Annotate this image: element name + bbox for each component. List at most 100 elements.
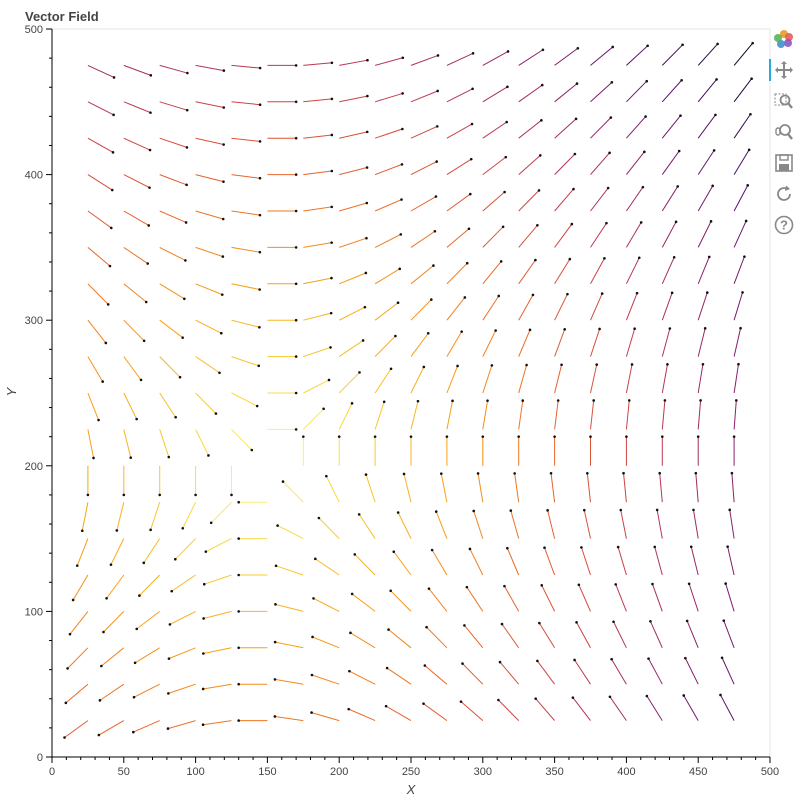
vector-arrow: [554, 153, 576, 175]
vector-arrowhead: [722, 619, 726, 622]
vector-arrowhead: [677, 149, 681, 153]
vector-arrow: [123, 392, 138, 420]
vector-arrow: [282, 481, 304, 503]
vector-arrowhead: [237, 682, 240, 686]
vector-arrow: [625, 328, 636, 357]
vector-arrowhead: [563, 328, 566, 331]
vector-arrowhead: [595, 363, 599, 366]
pan-icon[interactable]: [769, 59, 795, 81]
vector-arrowhead: [694, 471, 698, 475]
vector-arrow: [572, 697, 591, 721]
vector-arrowhead: [294, 318, 298, 322]
bokeh-logo-icon[interactable]: [773, 28, 795, 50]
vector-arrowhead: [92, 456, 95, 460]
vector-arrowhead: [435, 125, 439, 128]
box-zoom-icon[interactable]: [773, 90, 795, 112]
vector-arrow: [87, 210, 112, 229]
vector-arrowhead: [167, 657, 171, 660]
vector-arrow: [574, 659, 591, 685]
vector-arrow: [733, 149, 750, 175]
vector-arrowhead: [651, 582, 654, 586]
vector-arrowhead: [451, 399, 454, 403]
vector-arrow: [518, 364, 528, 394]
vector-arrowhead: [661, 435, 664, 438]
vector-arrowhead: [471, 52, 475, 55]
vector-arrowhead: [209, 521, 213, 525]
vector-arrow: [720, 694, 735, 721]
vector-arrowhead: [572, 187, 575, 191]
vector-arrowhead: [433, 229, 437, 233]
vector-arrowhead: [506, 85, 509, 89]
vector-arrowhead: [494, 329, 497, 332]
y-tick-label: 200: [25, 461, 43, 473]
vector-arrowhead: [525, 363, 528, 367]
vector-arrowhead: [747, 148, 751, 152]
vector-arrow: [554, 329, 566, 357]
vector-arrow: [446, 365, 459, 394]
reset-icon[interactable]: [773, 183, 795, 205]
vector-arrowhead: [366, 94, 369, 98]
help-icon[interactable]: ?: [773, 214, 795, 236]
vector-arrow: [195, 210, 224, 220]
vector-arrowhead: [735, 399, 738, 402]
vector-arrow: [578, 584, 591, 612]
vector-arrow: [661, 328, 671, 357]
vector-arrowhead: [302, 435, 305, 438]
vector-arrowhead: [361, 339, 365, 342]
vector-arrowhead: [560, 363, 563, 367]
vector-arrowhead: [64, 701, 68, 705]
vector-arrow: [159, 174, 187, 186]
vector-arrow: [446, 88, 473, 103]
y-axis: 0 100 200 300 400 500: [25, 24, 53, 764]
vector-arrowhead: [202, 582, 206, 586]
vector-arrowhead: [737, 362, 740, 366]
vector-arrow: [87, 101, 114, 116]
vector-arrowhead: [463, 296, 467, 299]
vector-arrowhead: [670, 291, 674, 295]
vector-arrow: [231, 64, 261, 69]
vector-arrow: [733, 78, 753, 103]
vector-arrow: [168, 683, 196, 694]
vector-arrowhead: [497, 698, 500, 702]
vector-arrowhead: [71, 598, 75, 602]
vector-arrowhead: [540, 83, 544, 87]
vector-arrowhead: [146, 262, 149, 265]
vector-arrowhead: [682, 694, 686, 697]
vector-arrowhead: [603, 257, 606, 260]
save-icon[interactable]: [773, 152, 795, 174]
vector-arrowhead: [679, 114, 682, 117]
vector-arrowhead: [540, 119, 543, 122]
vector-arrow: [446, 331, 463, 357]
vector-arrow: [554, 118, 577, 139]
vector-arrow: [339, 272, 367, 285]
vector-arrow: [374, 335, 396, 357]
vector-arrowhead: [570, 222, 574, 226]
vector-arrow: [506, 548, 520, 576]
vector-arrow: [374, 163, 403, 176]
vector-arrowhead: [726, 545, 729, 548]
vector-arrow: [625, 186, 644, 212]
vector-arrowhead: [133, 661, 137, 665]
vector-arrowhead: [543, 546, 546, 550]
vector-arrowhead: [465, 585, 469, 589]
vector-arrowhead: [635, 291, 639, 295]
vector-arrowhead: [643, 150, 646, 154]
wheel-zoom-icon[interactable]: [773, 121, 795, 143]
vector-arrowhead: [719, 693, 722, 697]
vector-arrow: [477, 473, 484, 503]
vector-arrow: [274, 715, 304, 722]
vector-arrow: [303, 62, 332, 66]
vector-arrowhead: [614, 583, 618, 586]
vector-arrowhead: [104, 341, 108, 345]
vector-arrow: [410, 299, 432, 321]
vector-arrowhead: [610, 81, 614, 84]
vector-arrow: [174, 538, 196, 560]
vector-arrow: [358, 514, 376, 539]
vector-arrowhead: [556, 399, 560, 402]
vector-arrowhead: [627, 399, 631, 402]
vector-arrow: [661, 150, 680, 175]
vector-arrow: [661, 115, 681, 139]
vector-arrowhead: [468, 192, 472, 196]
vector-arrowhead: [534, 697, 537, 700]
